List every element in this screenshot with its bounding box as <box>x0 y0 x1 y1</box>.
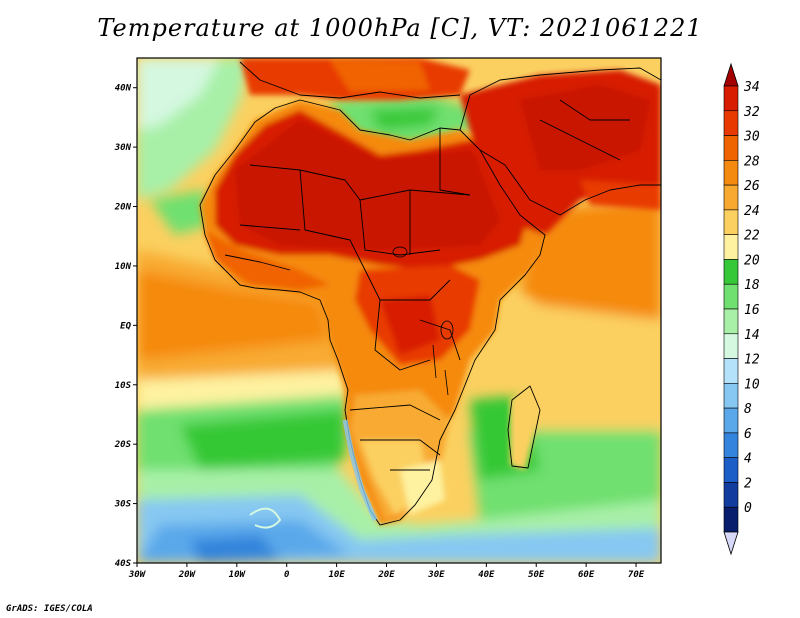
colorbar-label: 32 <box>743 105 760 120</box>
colorbar-label: 24 <box>744 204 760 219</box>
colorbar-label: 14 <box>744 328 760 343</box>
colorbar-swatch <box>723 457 739 483</box>
colorbar-label: 30 <box>743 130 760 145</box>
map-frame <box>136 57 662 564</box>
colorbar-swatch <box>723 85 739 112</box>
lat-tick-label: 40N <box>115 84 132 94</box>
colorbar-label: 6 <box>744 427 752 442</box>
colorbar-swatch <box>723 333 739 359</box>
lat-tick-label: 20N <box>114 203 132 213</box>
map-title: Temperature at 1000hPa [C], VT: 20210612… <box>97 14 703 42</box>
colorbar-label: 10 <box>744 377 760 392</box>
lat-tick-label: 10N <box>115 262 132 272</box>
lat-tick-label: 40S <box>115 559 132 569</box>
lon-tick-label: 50E <box>528 570 545 580</box>
colorbar-label: 20 <box>744 253 760 268</box>
colorbar-swatch <box>723 135 739 161</box>
lat-tick-label: 30N <box>114 143 132 153</box>
colorbar-label: 34 <box>743 80 760 95</box>
lon-tick-label: 20E <box>377 570 395 580</box>
colorbar-label: 26 <box>744 179 760 194</box>
lon-tick-label: 70E <box>628 570 645 580</box>
colorbar-swatch <box>723 283 739 310</box>
colorbar-swatch <box>723 432 739 458</box>
colorbar-swatch <box>723 184 739 211</box>
colorbar-swatch <box>723 110 739 136</box>
lat-tick-label: EQ <box>120 321 131 331</box>
colorbar-label: 28 <box>744 154 760 169</box>
lon-tick-label: 30E <box>427 570 445 580</box>
lon-tick-label: 10W <box>229 570 247 580</box>
colorbar-swatch <box>723 482 739 508</box>
credit-label: GrADS: IGES/COLA <box>6 604 93 614</box>
colorbar-swatch <box>723 234 739 260</box>
lat-tick-label: 30S <box>114 500 132 510</box>
colorbar-swatch <box>723 160 739 186</box>
lat-tick-label: 10S <box>115 381 132 391</box>
colorbar-label: 2 <box>744 476 752 491</box>
lon-tick-label: 40E <box>478 570 495 580</box>
colorbar-swatch <box>723 308 739 335</box>
lon-tick-label: 10E <box>328 570 345 580</box>
lon-tick-label: 30W <box>128 570 147 580</box>
colorbar-label: 0 <box>744 501 752 516</box>
colorbar-swatch <box>723 259 739 285</box>
colorbar-label: 22 <box>744 229 760 244</box>
longitude-axis: 30W 20W 10W 0 10E 20E 30E 40E 50E 60E 70E <box>128 563 645 580</box>
colorbar-bottom-arrow <box>723 531 739 556</box>
colorbar-swatch <box>723 407 739 434</box>
colorbar-swatch <box>723 209 739 235</box>
lon-tick-label: 0 <box>284 570 290 580</box>
colorbar-swatch <box>723 358 739 384</box>
colorbar-swatch <box>723 383 739 409</box>
colorbar-label: 12 <box>744 353 760 368</box>
colorbar-label: 4 <box>744 452 752 467</box>
colorbar-label: 16 <box>744 303 760 318</box>
lon-tick-label: 20W <box>178 570 197 580</box>
temperature-field <box>137 58 661 563</box>
colorbar-label: 8 <box>744 402 752 417</box>
lon-tick-label: 60E <box>578 570 595 580</box>
colorbar-top-arrow <box>723 62 739 87</box>
colorbar-label: 18 <box>744 278 760 293</box>
lat-tick-label: 20S <box>114 440 132 450</box>
latitude-axis: 40N 30N 20N 10N EQ 10S 20S 30S 40S <box>114 84 137 569</box>
colorbar-swatch <box>723 506 739 533</box>
